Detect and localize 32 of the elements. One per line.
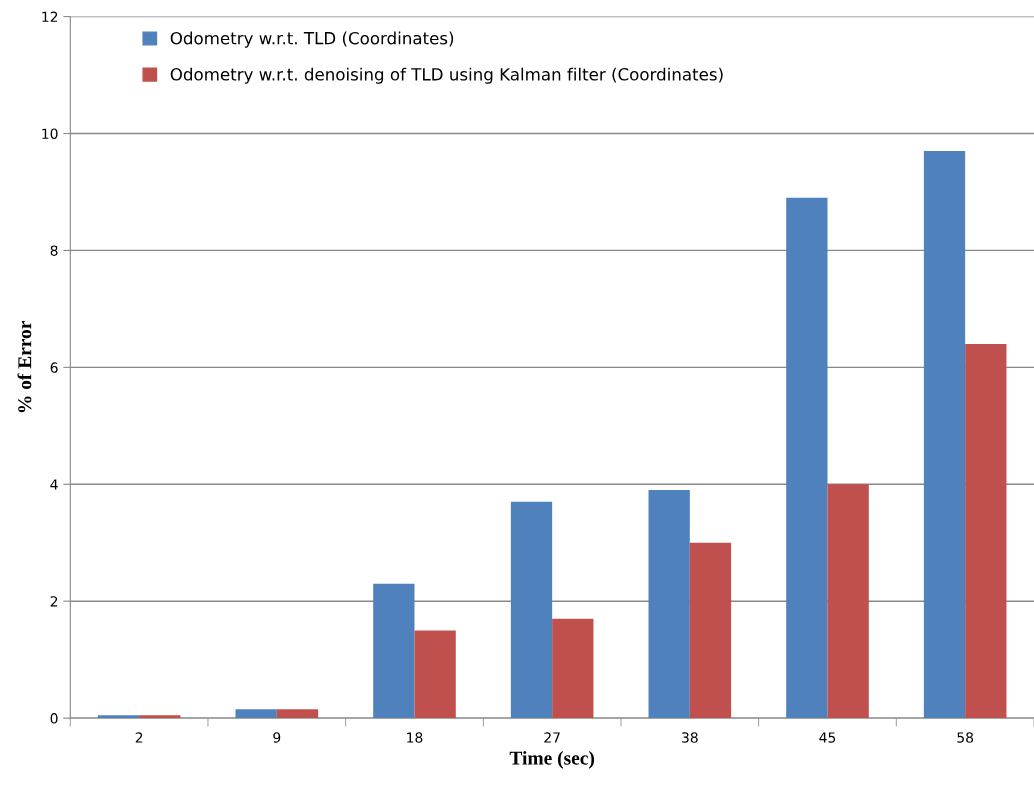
bar <box>139 715 181 719</box>
bar <box>786 197 828 719</box>
y-tick-label: 0 <box>50 713 58 724</box>
bar <box>414 630 456 719</box>
y-tick-label: 2 <box>50 596 58 607</box>
x-tick-label: 58 <box>957 732 974 743</box>
legend-label: Odometry w.r.t. TLD (Coordinates) <box>170 31 454 48</box>
bar <box>965 343 1007 719</box>
bar <box>510 501 553 719</box>
x-tick-label: 18 <box>407 732 423 743</box>
x-tick-label: 38 <box>682 732 698 743</box>
y-tick-label: 8 <box>50 245 58 256</box>
y-tick-label: 10 <box>42 128 58 139</box>
bar <box>648 490 690 719</box>
x-tick-label: 45 <box>819 732 836 743</box>
x-tick-label: 2 <box>135 732 143 743</box>
x-tick-label: 27 <box>544 732 560 743</box>
bar <box>923 151 966 719</box>
bar <box>552 618 594 719</box>
x-axis-title: Time (sec) <box>509 751 595 769</box>
y-tick-label: 12 <box>42 11 58 22</box>
y-tick-label: 6 <box>50 362 58 373</box>
bar <box>373 583 415 719</box>
bar <box>827 484 869 719</box>
y-tick-label: 4 <box>50 479 58 490</box>
bar <box>97 715 140 719</box>
bar <box>235 709 277 719</box>
x-tick-label: 9 <box>273 732 281 743</box>
legend-label: Odometry w.r.t. denoising of TLD using Kalman filter (Coordinates) <box>170 67 723 84</box>
bar <box>276 709 319 719</box>
bar <box>689 542 732 719</box>
y-axis-title: % of Error <box>17 320 32 413</box>
